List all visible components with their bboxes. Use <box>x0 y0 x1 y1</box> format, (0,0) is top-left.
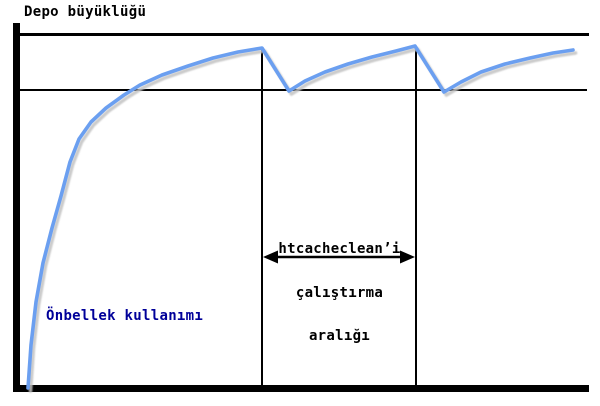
interval-arrow <box>263 250 415 264</box>
interval-arrow-right-head <box>400 250 415 264</box>
upper-boundary-line <box>20 33 589 36</box>
interval-arrow-left-head <box>263 250 278 264</box>
chart-title: Depo büyüklüğü <box>24 4 147 20</box>
interval-label-line3: aralığı <box>308 328 371 344</box>
interval-label-line1: htcacheclean’i <box>278 241 401 257</box>
cache-usage-curve-shadow <box>28 47 578 393</box>
cache-usage-curve <box>26 44 575 390</box>
interval-label: htcacheclean’i çalıştırma aralığı <box>262 213 417 373</box>
interval-line-2 <box>415 46 417 388</box>
interval-line-1 <box>261 48 263 388</box>
y-axis <box>13 23 20 392</box>
x-axis <box>13 385 589 392</box>
cache-usage-label: Önbellek kullanımı <box>46 308 204 324</box>
cache-limit-line <box>20 89 587 91</box>
interval-label-line2: çalıştırma <box>295 284 384 301</box>
